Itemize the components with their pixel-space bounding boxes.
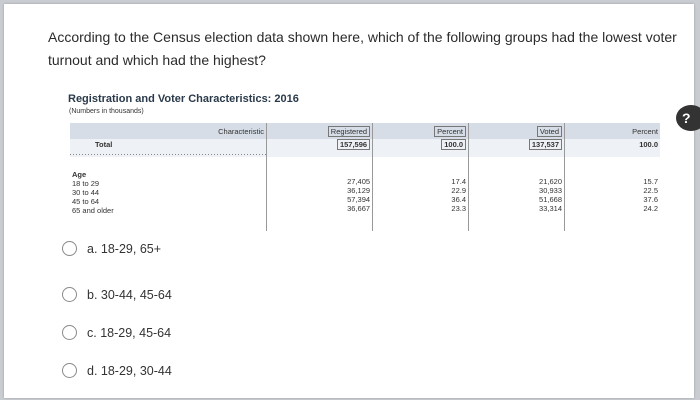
voted-30-44: 30,933: [539, 186, 562, 195]
option-a-label: a. 18-29, 65+: [87, 241, 162, 256]
percent-registered-45-64: 36.4: [451, 195, 467, 204]
figure-subtitle: (Numbers in thousands): [69, 108, 144, 115]
voted-values: 21,620 30,933 51,668 33,314: [468, 157, 565, 231]
total-percent-registered: 100.0: [372, 139, 469, 157]
figure-title: Registration and Voter Characteristics: …: [68, 93, 299, 105]
voted-45-64: 51,668: [539, 195, 562, 204]
radio-icon[interactable]: [62, 241, 77, 256]
registered-65-older: 36,667: [347, 204, 371, 213]
option-d[interactable]: d. 18-29, 30-44: [62, 363, 172, 378]
percent-voted-45-64: 37.6: [643, 195, 658, 204]
total-percent-voted: 100.0: [564, 139, 660, 157]
percent-voted-18-29: 15.7: [643, 177, 658, 186]
percent-voted-30-44: 22.5: [643, 186, 658, 195]
registered-30-44: 36,129: [347, 186, 371, 195]
option-b-label: b. 30-44, 45-64: [87, 287, 172, 302]
radio-icon[interactable]: [62, 287, 77, 302]
header-percent-registered: Percent: [372, 123, 469, 139]
option-d-label: d. 18-29, 30-44: [87, 363, 172, 378]
row-label-30-44: 30 to 44: [72, 188, 100, 197]
registered-values: 27,405 36,129 57,394 36,667: [265, 157, 373, 231]
row-label-45-64: 45 to 64: [72, 197, 100, 206]
radio-icon[interactable]: [62, 325, 77, 340]
row-label-65-older: 65 and older: [72, 206, 114, 215]
header-voted: Voted: [468, 123, 565, 139]
voted-65-older: 33,314: [539, 204, 562, 213]
percent-registered-values: 17.4 22.9 36.4 23.3: [372, 157, 469, 231]
option-b[interactable]: b. 30-44, 45-64: [62, 287, 172, 302]
question-card: According to the Census election data sh…: [4, 4, 694, 398]
option-a[interactable]: a. 18-29, 65+: [62, 241, 161, 256]
registration-table: Characteristic Registered Percent Voted …: [70, 123, 660, 231]
option-c[interactable]: c. 18-29, 45-64: [62, 325, 171, 340]
percent-voted-65-older: 24.2: [643, 204, 658, 213]
age-header: Age: [72, 170, 87, 179]
option-c-label: c. 18-29, 45-64: [87, 325, 172, 340]
radio-icon[interactable]: [62, 363, 77, 378]
registered-45-64: 57,394: [347, 195, 371, 204]
header-characteristic: Characteristic: [70, 123, 267, 139]
registered-18-29: 27,405: [347, 177, 371, 186]
percent-registered-18-29: 17.4: [451, 177, 467, 186]
question-text: According to the Census election data sh…: [48, 29, 677, 68]
row-label-18-29: 18 to 29: [72, 179, 100, 188]
total-registered: 157,596: [265, 139, 373, 157]
percent-registered-65-older: 23.3: [451, 204, 467, 213]
age-labels: Age 18 to 29 30 to 44 45 to 64 65 and ol…: [70, 157, 266, 231]
header-percent-voted: Percent: [564, 123, 660, 139]
table-header-row: Characteristic Registered Percent Voted …: [70, 123, 660, 139]
total-voted: 137,537: [468, 139, 565, 157]
help-badge-icon[interactable]: ?: [676, 105, 700, 131]
table-age-row-group: Age 18 to 29 30 to 44 45 to 64 65 and ol…: [70, 157, 660, 231]
table-total-row: Total 157,596 100.0 137,537 100.0: [70, 139, 660, 157]
percent-voted-values: 15.7 22.5 37.6 24.2: [564, 157, 660, 231]
percent-registered-30-44: 22.9: [451, 186, 467, 195]
header-registered: Registered: [265, 123, 373, 139]
total-label: Total: [70, 139, 267, 157]
voted-18-29: 21,620: [539, 177, 562, 186]
